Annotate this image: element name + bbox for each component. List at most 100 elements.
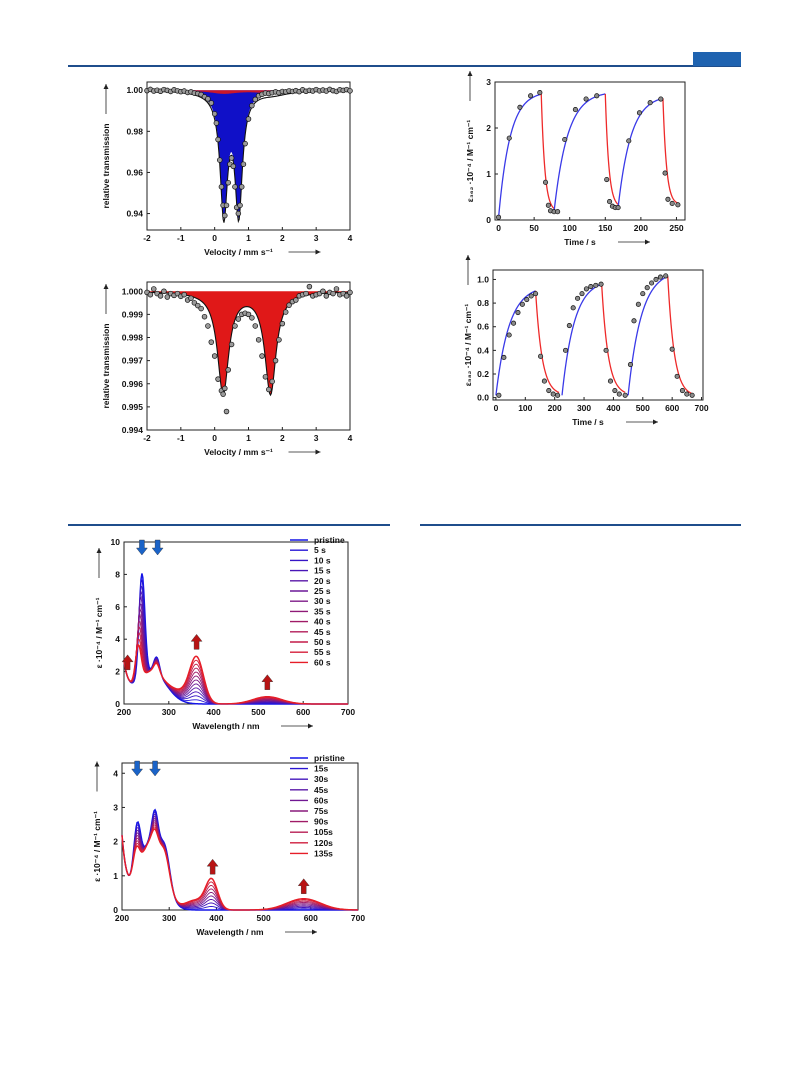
y-tick-label: 0 [115,699,120,709]
data-point [225,179,231,186]
data-point [151,286,157,292]
data-point [228,155,235,161]
data-point [555,392,561,398]
data-point [603,347,609,353]
x-tick-label: 200 [117,707,131,717]
y-tick-label: 1.000 [122,286,144,296]
x-tick-label: 0 [494,403,499,413]
data-point [675,202,681,208]
data-point [640,291,646,297]
data-point [238,184,245,190]
y-tick-label: 0.94 [126,209,143,219]
legend-label: 120s [314,838,333,848]
data-point [538,353,544,359]
decrease-arrow [131,760,144,777]
data-point [626,138,632,144]
data-point [252,323,259,329]
x-tick-label: 250 [669,223,683,233]
x-tick-label: 150 [598,223,612,233]
data-point [216,157,223,163]
legend-label: 90s [314,817,328,827]
legend-label: 60s [314,795,328,805]
data-point [607,378,614,384]
data-point [528,293,534,299]
growth-curve-cycle-3 [627,275,669,396]
data-point [293,297,299,303]
data-point [194,302,201,309]
decay-curve-cycle-2 [601,284,626,393]
x-axis-label: Time / s [572,417,604,427]
data-point [515,309,521,316]
x-tick-label: 700 [694,403,708,413]
data-point [201,313,208,320]
data-point [583,96,589,102]
y-tick-label: 1 [486,169,491,179]
legend-label: 25 s [314,586,331,596]
data-point [604,176,610,183]
data-point [223,408,230,415]
data-point [649,280,655,286]
data-point [550,391,556,397]
y-tick-label: 0.995 [122,402,144,412]
data-point [658,96,664,102]
y-tick-label: 2 [486,123,491,133]
data-point [679,387,685,394]
increase-arrow [206,858,219,875]
data-point [220,391,226,397]
y-tick-label: 3 [113,802,118,812]
data-point [347,289,353,296]
data-point [213,120,220,126]
x-tick-label: -1 [177,433,185,443]
x-axis-arrowhead [653,419,658,425]
x-axis-arrowhead [645,239,650,245]
legend-label: 135s [314,848,333,858]
increase-arrow [261,674,274,690]
legend-label: 50 s [314,637,331,647]
x-tick-label: 400 [207,707,221,717]
data-point [537,90,543,96]
data-point [225,367,231,373]
data-point [615,205,621,211]
decay-curve-cycle-1 [534,290,560,394]
x-tick-label: 3 [314,233,319,243]
y-tick-label: 0.996 [122,379,144,389]
legend-label: 15s [314,764,328,774]
x-tick-label: 200 [634,223,648,233]
y-axis-label: relative transmission [101,323,111,408]
decay-curve-cycle-2 [604,93,619,205]
legend-label: 5 s [314,545,326,555]
x-tick-label: 500 [257,913,271,923]
data-point [594,93,600,99]
data-point [579,291,585,297]
data-point [205,323,211,329]
y-tick-label: 0.96 [126,167,143,177]
data-point [181,291,187,298]
data-point [566,322,572,329]
data-point [593,282,599,288]
data-point [528,93,534,99]
x-tick-label: 2 [280,233,285,243]
data-point [657,274,663,280]
data-point [245,311,252,318]
data-point [279,320,286,327]
data-point [188,295,194,301]
legend-label: 15 s [314,566,331,576]
plot-frame [492,269,704,401]
data-point [276,337,282,343]
data-point [647,100,653,106]
legend-label: pristine [314,535,345,545]
x-tick-label: 50 [529,223,539,233]
x-tick-label: 300 [162,913,176,923]
data-point [303,290,309,297]
data-point [644,285,650,291]
y-tick-label: 1.00 [126,85,143,95]
decrease-arrow [151,539,164,556]
data-point [237,202,243,209]
data-point [674,373,680,379]
data-point [198,305,204,312]
y-tick-label: 0 [113,905,118,915]
x-tick-label: 4 [348,233,353,243]
data-point [259,353,265,359]
data-point [506,332,512,338]
y-axis-arrowhead [96,548,102,553]
